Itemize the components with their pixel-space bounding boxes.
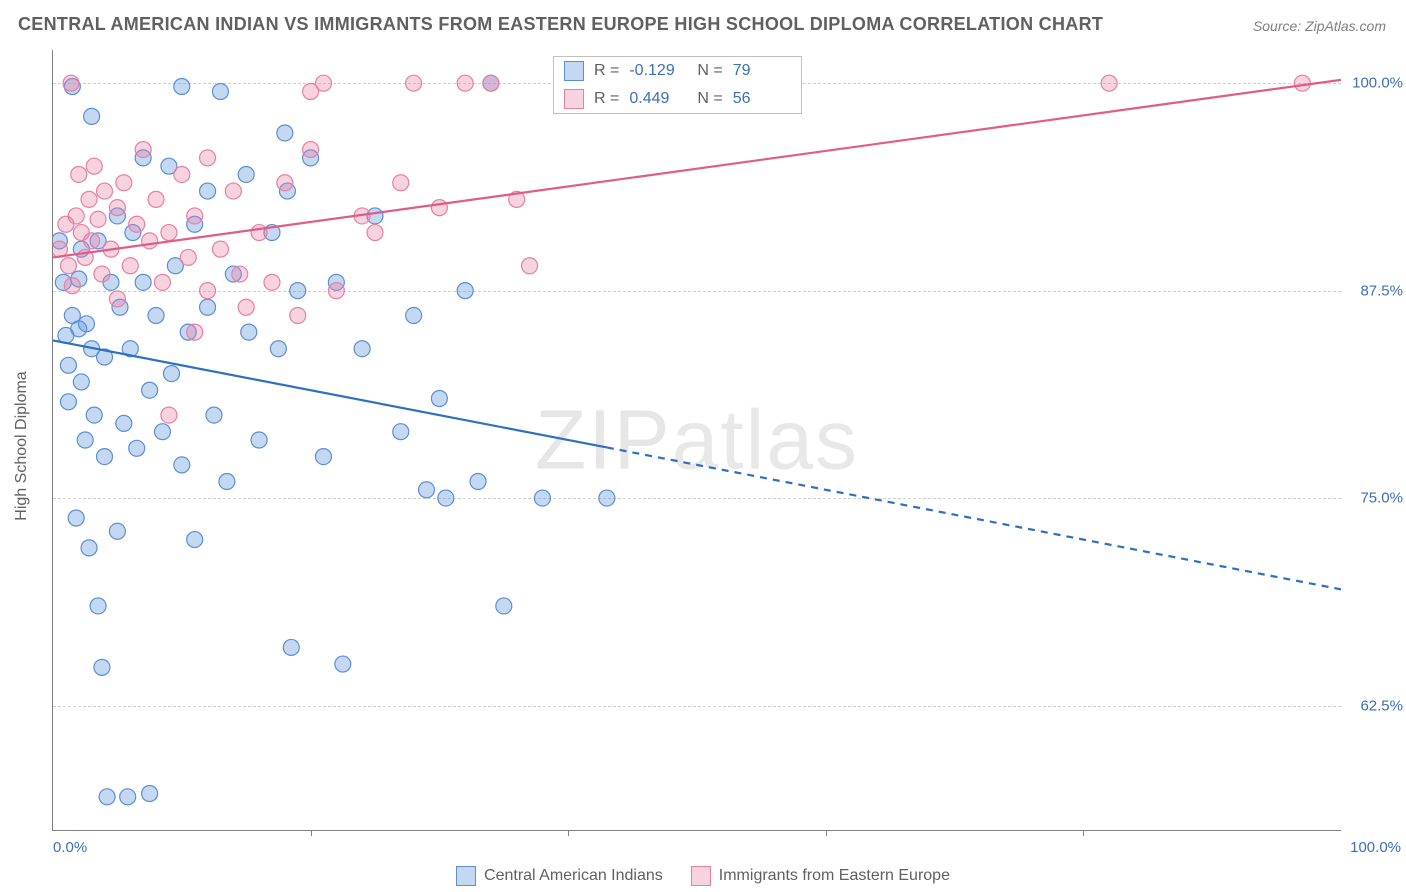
swatch-series1 — [564, 61, 584, 81]
stat-row-series2: R = 0.449 N = 56 — [554, 85, 801, 113]
bottom-legend: Central American Indians Immigrants from… — [448, 866, 958, 886]
stat-r-value-2: 0.449 — [629, 90, 687, 108]
stat-box: R = -0.129 N = 79 R = 0.449 N = 56 — [553, 56, 802, 114]
stat-n-value-2: 56 — [733, 90, 791, 108]
legend-label-2: Immigrants from Eastern Europe — [719, 867, 950, 885]
legend-label-1: Central American Indians — [484, 867, 663, 885]
y-tick-label: 75.0% — [1360, 490, 1403, 507]
y-axis-label: High School Diploma — [13, 371, 31, 520]
legend-item-1: Central American Indians — [456, 866, 663, 886]
y-tick-label: 62.5% — [1360, 697, 1403, 714]
stat-r-label: R = — [594, 62, 619, 80]
legend-swatch-2 — [691, 866, 711, 886]
chart-title: CENTRAL AMERICAN INDIAN VS IMMIGRANTS FR… — [18, 14, 1103, 35]
stat-n-label: N = — [697, 62, 722, 80]
y-tick-label: 100.0% — [1352, 75, 1403, 92]
legend-swatch-1 — [456, 866, 476, 886]
source-label: Source: ZipAtlas.com — [1253, 18, 1386, 34]
stat-n-label: N = — [697, 90, 722, 108]
stat-n-value-1: 79 — [733, 62, 791, 80]
x-tick-right: 100.0% — [1350, 839, 1401, 856]
stat-r-value-1: -0.129 — [629, 62, 687, 80]
plot-area: ZIPatlas 62.5%75.0%87.5%100.0% R = -0.12… — [52, 50, 1341, 831]
scatter-svg — [53, 50, 1341, 830]
y-tick-label: 87.5% — [1360, 282, 1403, 299]
swatch-series2 — [564, 89, 584, 109]
x-tick-left: 0.0% — [53, 839, 87, 856]
legend-item-2: Immigrants from Eastern Europe — [691, 866, 950, 886]
stat-row-series1: R = -0.129 N = 79 — [554, 57, 801, 85]
stat-r-label: R = — [594, 90, 619, 108]
